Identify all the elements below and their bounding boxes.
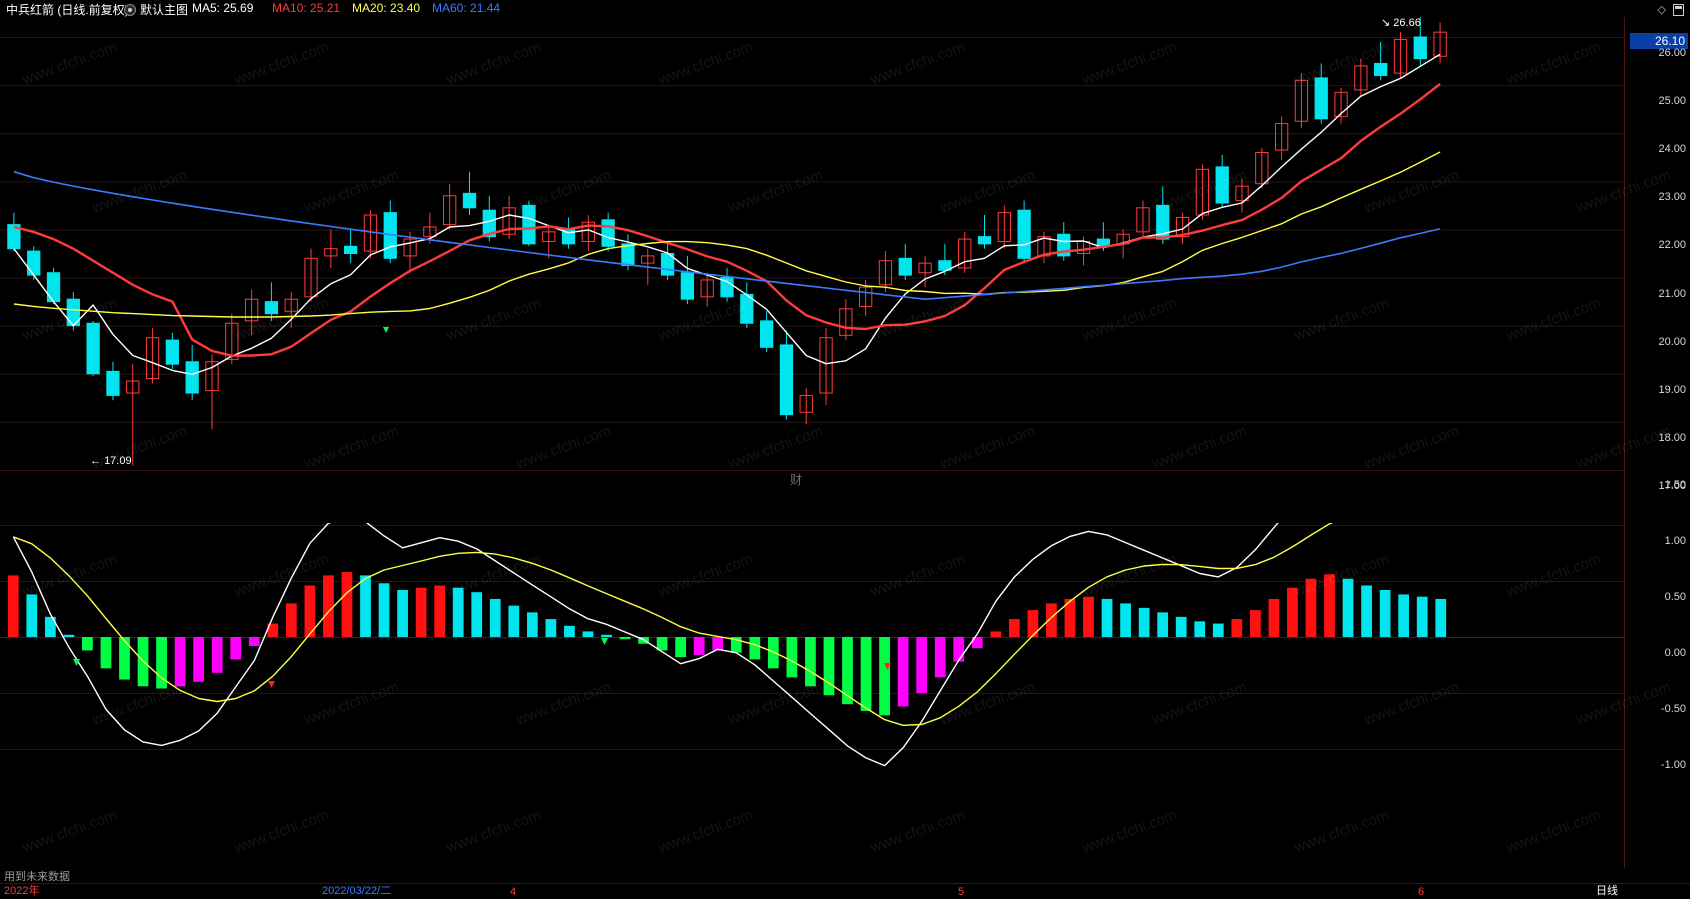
low-price-label: 17.09	[104, 455, 132, 467]
axis-label-year: 2022年	[4, 885, 40, 897]
macd-axis-tick: 1.00	[1664, 535, 1686, 547]
main-chart-label[interactable]: 默认主图	[140, 3, 189, 17]
ma5-value: MA5: 25.69	[192, 1, 254, 15]
macd-axis-tick: 1.50	[1664, 479, 1686, 491]
stock-name-label: 中兵红箭 (日线.前复权)	[6, 3, 129, 17]
future-data-note: 用到未来数据	[4, 871, 70, 883]
price-axis: 26.10 26.00 25.00 24.00 23.00 22.00 21.00 20.0…	[1624, 17, 1690, 868]
ma20-value: MA20: 23.40	[352, 1, 421, 15]
price-axis-tick: 25.00	[1658, 95, 1686, 108]
price-axis-tick: 20.00	[1658, 335, 1686, 348]
chart-footer: 用到未来数据 2022年 2022/03/22/二 4 5 6 日线	[0, 868, 1690, 899]
macd-axis-tick: 0.50	[1664, 591, 1686, 603]
cny-mark-label: 财	[790, 473, 803, 487]
macd-axis-tick: -0.50	[1660, 703, 1686, 715]
ma10-value: MA10: 25.21	[272, 1, 341, 15]
high-annotation: ↘ 26.66	[1381, 16, 1421, 29]
macd-chart-panel[interactable]	[0, 523, 1625, 868]
price-axis-tick: 22.00	[1658, 239, 1686, 252]
price-axis-tick: 18.00	[1658, 431, 1686, 444]
macd-axis-tick: 0.00	[1664, 647, 1686, 659]
axis-label-month-5: 5	[958, 886, 965, 898]
price-axis-tick: 21.00	[1658, 287, 1686, 300]
price-axis-tick: 26.00	[1658, 47, 1686, 59]
axis-label-date: 2022/03/22/二	[322, 885, 392, 897]
window-icon[interactable]	[1673, 4, 1684, 16]
diamond-icon[interactable]: ◇	[1657, 4, 1666, 16]
axis-label-month-4: 4	[510, 886, 517, 898]
price-axis-tick: 23.00	[1658, 191, 1686, 204]
price-axis-tick: 19.00	[1658, 383, 1686, 396]
axis-label-month-6: 6	[1418, 886, 1425, 898]
ma60-value: MA60: 21.44	[432, 1, 501, 15]
high-marker-icon: ↘	[1381, 17, 1391, 29]
price-axis-tick: 24.00	[1658, 143, 1686, 156]
cycle-label: 日线	[1596, 885, 1618, 897]
macd-axis-tick: -1.00	[1660, 759, 1686, 771]
chart-header: 中兵红箭 (日线.前复权) 默认主图 MA5: 25.69 MA10: 25.2…	[0, 0, 1690, 17]
macd-chart-svg	[0, 523, 1625, 767]
current-price-badge: 26.10	[1630, 33, 1688, 49]
low-marker-icon: ←	[90, 455, 101, 467]
price-axis-tick: 17.00	[1658, 480, 1686, 492]
price-chart-svg	[0, 17, 1625, 471]
high-price-label: 26.66	[1393, 17, 1421, 29]
main-chart-toggle-icon[interactable]	[124, 4, 136, 16]
low-annotation: ← 17.09	[90, 455, 132, 467]
price-chart-panel[interactable]	[0, 17, 1625, 523]
time-axis: 2022年 2022/03/22/二 4 5 6 日线	[0, 883, 1690, 899]
